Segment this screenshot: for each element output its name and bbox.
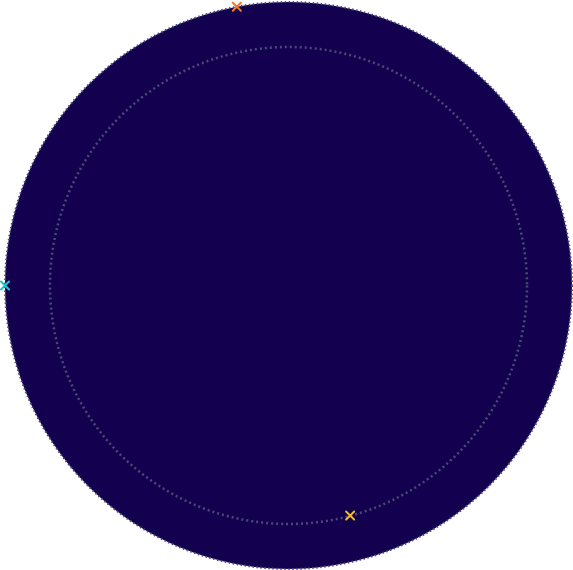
orange-marker-stroke — [231, 1, 242, 12]
yellow-marker-stroke — [345, 510, 356, 521]
orange-marker[interactable] — [231, 1, 242, 12]
cyan-marker-stroke — [0, 280, 10, 291]
cyan-marker[interactable] — [0, 280, 10, 291]
marker-layer — [0, 1, 356, 521]
inner-ring — [48, 45, 529, 526]
yellow-marker[interactable] — [345, 510, 356, 521]
outer-ring — [4, 1, 573, 570]
board-disc — [5, 2, 572, 569]
